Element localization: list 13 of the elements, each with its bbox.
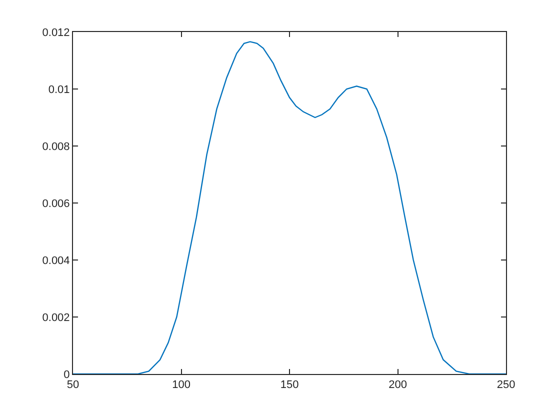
y-tick-label: 0.006: [42, 198, 70, 210]
x-tick-label: 150: [280, 379, 299, 392]
y-tick-label: 0.012: [42, 26, 70, 39]
x-tick-label: 250: [496, 379, 516, 392]
y-tick-label: 0.002: [42, 312, 70, 324]
y-tick-label: 0.008: [42, 140, 70, 153]
x-tick-label: 100: [172, 379, 190, 392]
x-tick-label: 200: [388, 379, 407, 392]
y-tick-label: 0.01: [48, 84, 70, 96]
x-tick-label: 50: [66, 379, 80, 392]
y-tick-label: 0: [64, 368, 70, 381]
y-tick-label: 0.004: [42, 254, 70, 267]
line-series: [73, 41, 506, 374]
